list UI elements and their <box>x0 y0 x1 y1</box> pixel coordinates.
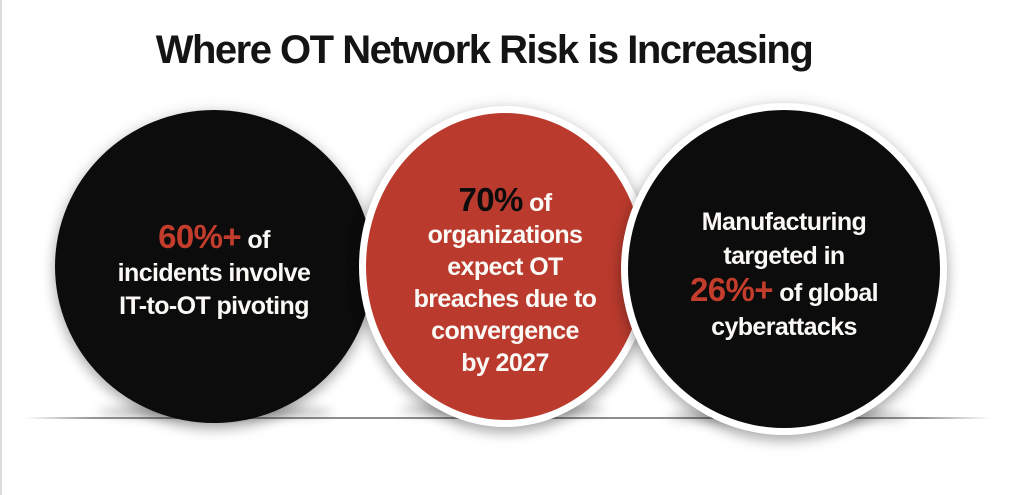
stat-text-line: expect OT <box>447 252 563 281</box>
stat-value-26-percent: 26%+ <box>689 270 774 308</box>
page-left-edge-divider <box>0 0 2 495</box>
stat-circle-ot-breaches-convergence: 70% of organizations expect OT breaches … <box>359 106 651 427</box>
stat-suffix: of <box>241 226 270 254</box>
stat-circle-it-ot-pivoting: 60%+ of incidents involve IT-to-OT pivot… <box>55 110 373 423</box>
stat-suffix: of <box>522 188 552 217</box>
stat-text-line: targeted in <box>723 241 845 270</box>
stat-text-line: by 2027 <box>461 348 549 377</box>
stat-text-line: cyberattacks <box>711 312 857 341</box>
stat-line: 70% of <box>458 180 553 219</box>
stat-value-60-percent: 60%+ <box>158 218 242 255</box>
stat-text-line: convergence <box>431 316 579 345</box>
stat-suffix: of global <box>772 278 879 307</box>
stat-text-line: IT-to-OT pivoting <box>119 292 309 320</box>
stat-line: 26%+ of global <box>689 270 879 310</box>
stat-circle-manufacturing-cyberattacks: Manufacturing targeted in 26%+ of global… <box>621 103 947 435</box>
stat-text-line: breaches due to <box>413 284 597 313</box>
stat-text-line: incidents involve <box>117 259 311 287</box>
stat-text-line: organizations <box>427 220 583 249</box>
page-title: Where OT Network Risk is Increasing <box>155 28 814 72</box>
stat-value-70-percent: 70% <box>458 180 524 218</box>
stat-text-line: Manufacturing <box>701 207 867 236</box>
stat-line: 60%+ of <box>158 220 270 257</box>
